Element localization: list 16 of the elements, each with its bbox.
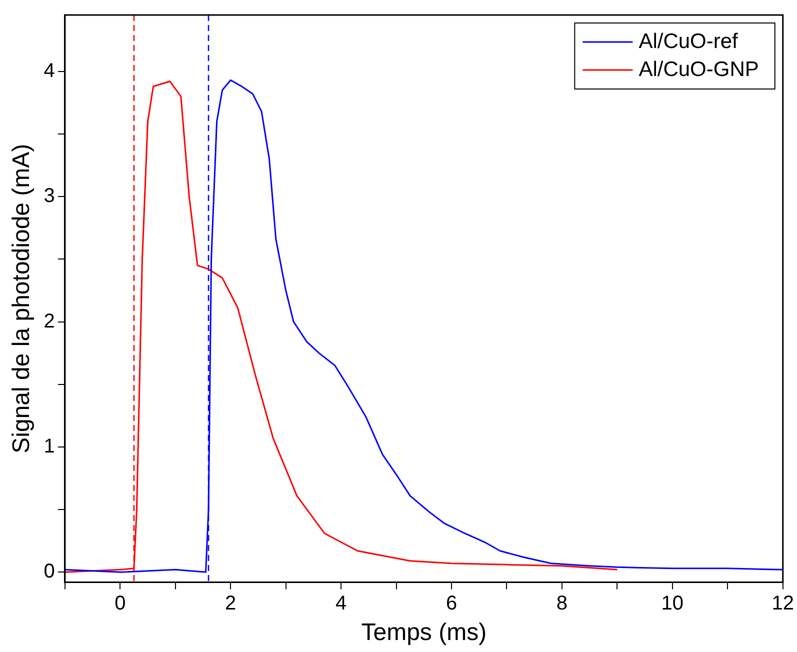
y-tick-label: 2 bbox=[44, 310, 55, 332]
x-tick-label: 6 bbox=[446, 592, 458, 615]
x-tick-label: 10 bbox=[661, 592, 684, 615]
x-tick-label: 8 bbox=[556, 592, 568, 615]
y-tick-label: 0 bbox=[44, 560, 55, 583]
y-tick-label: 4 bbox=[44, 60, 55, 82]
x-axis-title: Temps (ms) bbox=[361, 619, 487, 646]
x-tick-label: 0 bbox=[114, 592, 126, 615]
legend-label: Al/CuO-ref bbox=[638, 30, 738, 53]
x-tick-label: 2 bbox=[225, 592, 236, 615]
x-tick-label: 4 bbox=[335, 592, 347, 615]
legend-label: Al/CuO-GNP bbox=[638, 58, 759, 81]
x-tick-label: 12 bbox=[772, 592, 794, 615]
y-tick-label: 3 bbox=[44, 185, 55, 208]
y-axis-title: Signal de la photodiode (mA) bbox=[8, 144, 36, 454]
y-tick-label: 1 bbox=[44, 435, 55, 458]
